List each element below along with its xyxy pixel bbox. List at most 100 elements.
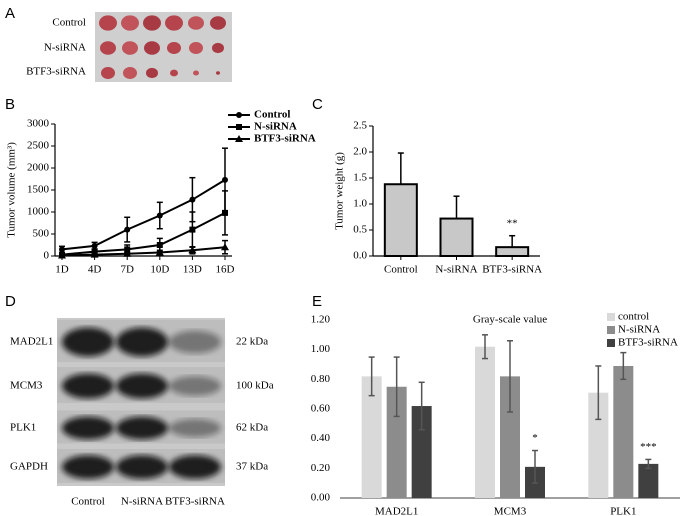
legend-swatch	[607, 326, 615, 334]
tumor	[144, 41, 160, 55]
point	[58, 251, 66, 259]
y-tick-label: 2500	[27, 140, 50, 152]
bar	[638, 463, 659, 498]
blot-band	[62, 455, 114, 479]
y-tick-label: 2.5	[353, 120, 367, 132]
tumor	[193, 70, 199, 76]
tumor	[167, 42, 181, 54]
tumor	[212, 42, 224, 54]
row-label: BTF3-siRNA	[26, 66, 86, 78]
y-tick-label: 2000	[27, 162, 50, 174]
blot-row-label: GAPDH	[10, 461, 48, 473]
blot-size: 62 kDa	[236, 422, 268, 434]
blot-band	[62, 373, 114, 399]
error-bar	[532, 449, 538, 484]
y-tick-label: 1.5	[353, 172, 367, 184]
tumor	[216, 71, 220, 75]
y-tick-label: 0.60	[311, 403, 331, 415]
tumor	[189, 42, 203, 54]
series-line	[61, 211, 226, 256]
error-bar	[645, 458, 652, 470]
y-tick-label: 1.00	[311, 343, 331, 355]
blot-row-label: MAD2L1	[10, 336, 53, 348]
bar	[383, 183, 418, 258]
error-bar	[397, 152, 404, 185]
x-tick-label: 16D	[216, 264, 235, 276]
blot-size: 100 kDa	[236, 380, 274, 392]
lane-label: N-siRNA	[121, 496, 163, 508]
annotation: *	[532, 432, 538, 444]
tumor	[146, 67, 158, 79]
error-bar	[620, 351, 627, 381]
legend-label: control	[618, 311, 649, 323]
tumor	[165, 15, 183, 31]
point	[222, 209, 228, 216]
bar	[411, 406, 432, 498]
x-tick-label: 13D	[183, 264, 202, 276]
x-tick-label: 1D	[55, 264, 69, 276]
y-axis-label: Tumor weight (g)	[334, 152, 346, 230]
point	[222, 176, 228, 183]
tumor	[170, 69, 178, 77]
error-bar	[507, 340, 513, 413]
point	[59, 246, 65, 253]
point	[188, 246, 197, 254]
y-tick-label: 0.20	[311, 462, 331, 474]
series-line	[61, 179, 226, 251]
annotation: ***	[640, 441, 657, 453]
x-tick-label: 7D	[120, 264, 134, 276]
y-tick-label: 0.0	[353, 250, 367, 262]
point	[156, 212, 163, 219]
blot-row-label: PLK1	[10, 422, 36, 434]
blot-band	[169, 455, 221, 479]
panel-label: D	[5, 293, 16, 310]
bar	[500, 376, 520, 498]
error-bar	[418, 381, 425, 431]
x-tick-label: Control	[384, 264, 418, 276]
bar	[386, 386, 407, 498]
legend-marker	[236, 112, 242, 118]
y-axis-label: Tumor volume (mm³)	[6, 142, 18, 238]
bar	[495, 246, 530, 258]
tumor	[121, 15, 139, 31]
blot-size: 22 kDa	[236, 336, 268, 348]
x-tick-label: 4D	[88, 264, 102, 276]
legend-swatch	[607, 339, 615, 347]
bar	[361, 376, 382, 498]
legend-label: N-siRNA	[618, 324, 660, 336]
point	[90, 250, 99, 258]
y-tick-label: 0.5	[353, 224, 367, 236]
point	[123, 249, 132, 257]
y-tick-label: 0.40	[311, 432, 331, 444]
point	[91, 242, 98, 249]
legend-label: N-siRNA	[254, 121, 297, 133]
tumor	[188, 16, 204, 30]
legend-swatch	[607, 313, 615, 321]
panel-label: C	[312, 96, 323, 113]
y-tick-label: 0.00	[311, 492, 331, 504]
error-bar	[368, 356, 375, 397]
bar	[439, 217, 474, 257]
blot-band	[62, 416, 114, 440]
blot-band	[116, 327, 168, 357]
panel-label: A	[5, 5, 15, 22]
error-bar	[482, 334, 488, 360]
tumor	[122, 41, 138, 55]
legend-label: Control	[254, 109, 290, 121]
blot-band	[116, 455, 168, 479]
blot-band	[169, 330, 221, 354]
point	[155, 248, 164, 256]
y-tick-label: 1000	[27, 206, 50, 218]
blot-band	[169, 376, 221, 396]
tumor	[210, 16, 226, 30]
annotation: **	[507, 217, 518, 229]
y-tick-label: 1.20	[311, 314, 331, 326]
error-bar	[595, 365, 602, 421]
blot-band	[116, 373, 168, 399]
x-tick-label: MAD2L1	[375, 506, 418, 516]
point	[124, 226, 131, 233]
blot-row-label: MCM3	[10, 380, 43, 392]
chart-title: Gray-scale value	[473, 314, 547, 326]
y-tick-label: 500	[33, 228, 50, 240]
